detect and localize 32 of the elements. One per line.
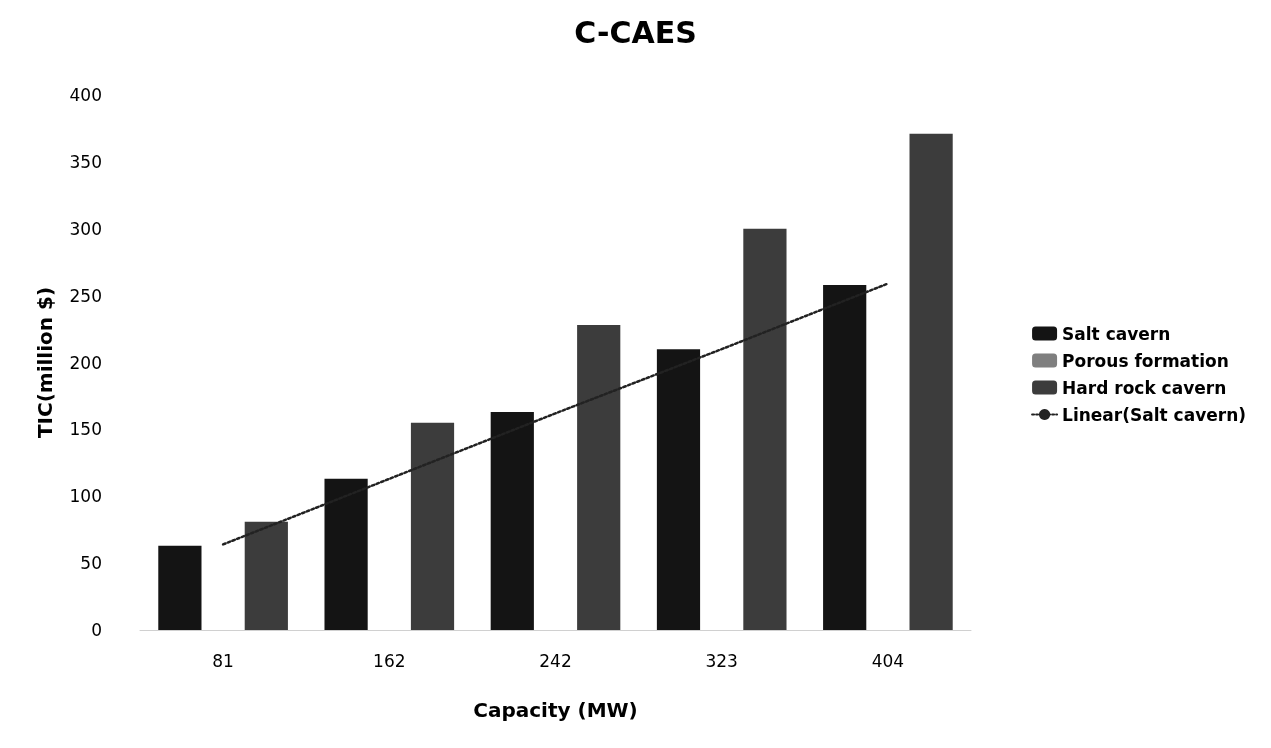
bar bbox=[158, 545, 202, 630]
y-tick-label: 50 bbox=[80, 553, 102, 574]
chart-title: C-CAES bbox=[574, 14, 697, 50]
bar bbox=[410, 422, 455, 630]
y-tick-label: 200 bbox=[69, 352, 102, 373]
line-series bbox=[221, 282, 890, 546]
bar bbox=[656, 349, 701, 630]
bar bbox=[244, 521, 288, 630]
y-tick-label: 0 bbox=[91, 620, 102, 640]
bar bbox=[577, 325, 621, 630]
bar bbox=[909, 133, 953, 630]
y-tick-label: 400 bbox=[69, 85, 102, 105]
bar bbox=[743, 228, 787, 630]
y-tick-label: 150 bbox=[69, 419, 102, 440]
x-tick-label: 242 bbox=[539, 650, 572, 671]
x-tick-label: 323 bbox=[705, 650, 738, 671]
y-tick-label: 350 bbox=[69, 151, 102, 172]
y-tick-label: 250 bbox=[69, 285, 102, 306]
bar bbox=[823, 284, 867, 630]
legend-label: Hard rock cavern bbox=[1062, 377, 1227, 398]
legend-label: Porous formation bbox=[1062, 350, 1229, 371]
x-tick-label: 404 bbox=[871, 650, 905, 671]
bar bbox=[324, 478, 368, 630]
y-tick-label: 300 bbox=[69, 218, 102, 239]
x-tick-label: 81 bbox=[212, 650, 234, 671]
bar bbox=[490, 411, 534, 630]
legend-label: Salt cavern bbox=[1062, 323, 1171, 344]
x-tick-label: 162 bbox=[373, 650, 406, 671]
x-axis-title: Capacity (MW) bbox=[473, 698, 638, 722]
legend-label: Linear(Salt cavern) bbox=[1062, 404, 1246, 425]
y-tick-label: 100 bbox=[69, 486, 102, 507]
y-axis-title: TIC(million $) bbox=[33, 286, 57, 439]
